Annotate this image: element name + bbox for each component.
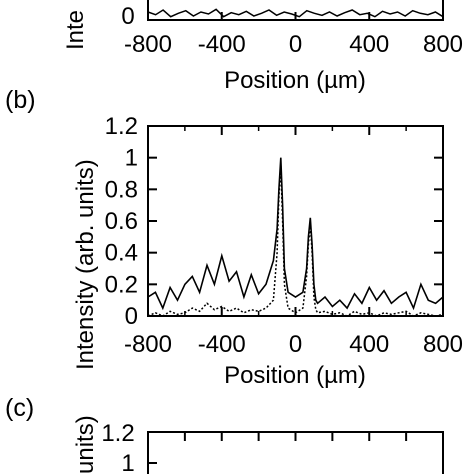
panel-a-x-tick-label: 800 (423, 31, 463, 58)
panel-c-y-axis-label: units) (72, 415, 99, 474)
panel-c-y-tick-1: 1 (121, 450, 134, 474)
panel-b-x-tick-label: -800 (124, 331, 172, 358)
panel-b-y-tick-label: 0.6 (105, 208, 138, 235)
panel-b-solid-series (147, 157, 444, 311)
panel-a-y-tick-0: 0 (121, 3, 134, 30)
panel-a-x-tick-label: -800 (124, 31, 172, 58)
panel-b-y-axis-label: Intensity (arb. units) (72, 159, 99, 370)
panel-b-y-tick-label: 0.4 (105, 240, 138, 267)
panel-a-x-tick-label: -400 (198, 31, 246, 58)
panel-b-y-tick-label: 0.2 (105, 271, 138, 298)
panel-b-x-tick-label: 400 (349, 331, 389, 358)
panel-b-x-ticks: -800 -400 0 400 800 (124, 126, 463, 358)
panel-b-x-tick-label: 800 (423, 331, 463, 358)
panel-b-x-axis-label: Position (µm) (224, 362, 366, 389)
panel-a-x-axis-label: Position (µm) (224, 67, 366, 94)
panel-c-ticks (147, 431, 444, 464)
panel-b-y-tick-label: 0 (125, 303, 138, 330)
panel-b: (b) 0 0.2 0.4 0.6 0.8 1 1.2 -800 -400 0 400 800 In… (5, 86, 463, 389)
panel-a-y-axis-label: Inte (62, 10, 89, 50)
panel-b-frame (147, 125, 444, 317)
panel-b-y-tick-label: 0.8 (105, 176, 138, 203)
panel-a: -800 -400 0 400 800 0 Inte Position (µm) (62, 0, 463, 94)
panel-b-y-ticks: 0 0.2 0.4 0.6 0.8 1 1.2 (105, 113, 443, 330)
panel-b-x-tick-label: -400 (198, 331, 246, 358)
panel-a-x-tick-label: 400 (349, 31, 389, 58)
panel-a-x-ticks: -800 -400 0 400 800 (124, 12, 463, 58)
panel-b-dotted-series (147, 165, 444, 317)
panel-c-y-tick-1-2: 1.2 (101, 420, 134, 447)
panel-c-label: (c) (5, 394, 34, 422)
panel-a-x-tick-label: 0 (289, 31, 302, 58)
panel-b-y-tick-label: 1.2 (105, 113, 138, 140)
panel-b-label: (b) (5, 86, 36, 114)
panel-b-y-tick-label: 1 (125, 145, 138, 172)
panel-c: (c) 1.2 1 units) (5, 394, 444, 474)
panel-b-x-tick-label: 0 (289, 331, 302, 358)
